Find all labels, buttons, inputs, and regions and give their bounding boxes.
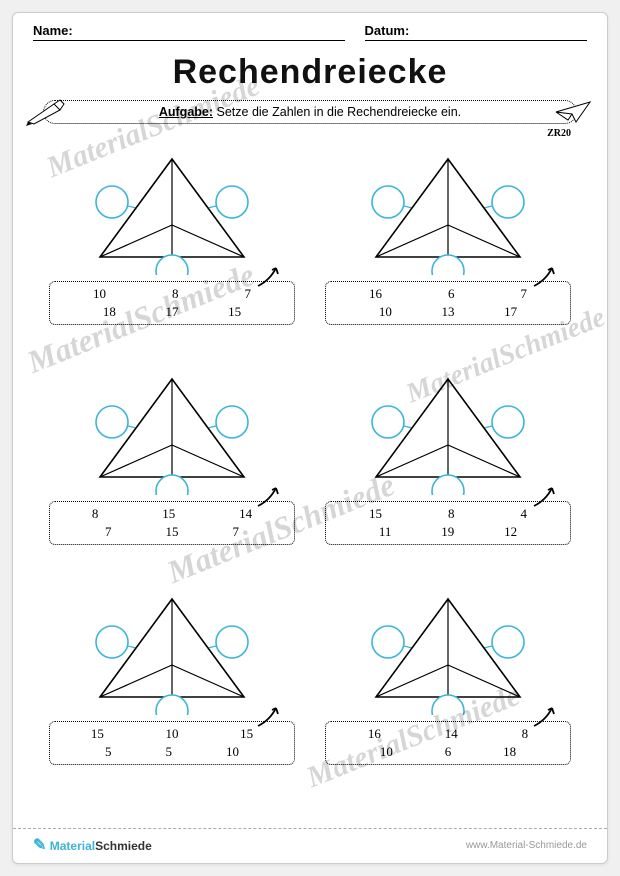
bank-number: 17 — [165, 304, 178, 320]
number-bank: 10 8 7 18 17 15 — [49, 281, 295, 325]
arrow-icon — [252, 262, 286, 290]
bank-number: 11 — [379, 524, 392, 540]
problem-cell: 16 6 7 10 13 17 — [315, 145, 581, 355]
bank-number: 13 — [441, 304, 454, 320]
bank-number: 14 — [445, 726, 458, 742]
arrow-icon — [528, 702, 562, 730]
header-row: Name: Datum: — [13, 13, 607, 47]
date-field[interactable]: Datum: — [365, 23, 588, 41]
calc-triangle — [328, 145, 568, 275]
arrow-icon — [252, 702, 286, 730]
bank-number: 15 — [228, 304, 241, 320]
page-title: Rechendreiecke — [13, 53, 607, 92]
number-bank: 15 8 4 11 19 12 — [325, 501, 571, 545]
bank-number: 6 — [445, 744, 452, 760]
calc-triangle — [52, 585, 292, 715]
bank-number: 7 — [233, 524, 240, 540]
problem-cell: 1614810618 — [315, 585, 581, 795]
brand-post: Schmiede — [95, 839, 152, 853]
bank-number: 17 — [504, 304, 517, 320]
paper-plane-icon — [554, 98, 594, 126]
task-label: Aufgabe: — [159, 105, 213, 119]
bank-number: 10 — [380, 744, 393, 760]
bank-number: 7 — [521, 286, 528, 302]
footer: ✎ MaterialSchmiede www.Material-Schmiede… — [13, 828, 607, 855]
bank-number: 15 — [369, 506, 382, 522]
bank-number: 14 — [239, 506, 252, 522]
calc-triangle — [52, 365, 292, 495]
calc-triangle — [328, 585, 568, 715]
bank-number: 8 — [448, 506, 455, 522]
bank-number: 12 — [504, 524, 517, 540]
problem-cell: 15 8 4 11 19 12 — [315, 365, 581, 575]
bank-number: 15 — [166, 524, 179, 540]
task-text: Setze die Zahlen in die Rechendreiecke e… — [217, 105, 462, 119]
number-bank: 1614810618 — [325, 721, 571, 765]
bank-number: 18 — [103, 304, 116, 320]
bank-number: 8 — [92, 506, 99, 522]
date-label: Datum: — [365, 23, 410, 38]
name-label: Name: — [33, 23, 73, 38]
bank-number: 16 — [368, 726, 381, 742]
bank-number: 7 — [245, 286, 252, 302]
bank-number: 4 — [521, 506, 528, 522]
footer-url: www.Material-Schmiede.de — [466, 840, 587, 851]
bank-number: 7 — [105, 524, 112, 540]
number-bank: 8 15 14 7 15 7 — [49, 501, 295, 545]
bank-number: 15 — [91, 726, 104, 742]
bank-number: 6 — [448, 286, 455, 302]
number-bank: 1510155510 — [49, 721, 295, 765]
problem-cell: 1510155510 — [39, 585, 305, 795]
bank-number: 10 — [379, 304, 392, 320]
bank-number: 10 — [165, 726, 178, 742]
task-bar: Aufgabe: Setze die Zahlen in die Rechend… — [43, 100, 577, 124]
arrow-icon — [528, 262, 562, 290]
arrow-icon — [252, 482, 286, 510]
worksheet-page: Name: Datum: Rechendreiecke Aufgabe: Set… — [12, 12, 608, 864]
problem-grid: 1087181715 1667101317 815147157 15841119… — [13, 139, 607, 801]
bank-number: 15 — [162, 506, 175, 522]
bank-number: 16 — [369, 286, 382, 302]
range-tag: ZR20 — [13, 128, 571, 139]
problem-cell: 8 15 14 7 15 7 — [39, 365, 305, 575]
arrow-icon — [528, 482, 562, 510]
bank-number: 5 — [166, 744, 173, 760]
name-field[interactable]: Name: — [33, 23, 345, 41]
number-bank: 16 6 7 10 13 17 — [325, 281, 571, 325]
bank-number: 5 — [105, 744, 112, 760]
calc-triangle — [328, 365, 568, 495]
bank-number: 19 — [441, 524, 454, 540]
bank-number: 8 — [172, 286, 179, 302]
bank-number: 10 — [226, 744, 239, 760]
pencil-icon — [26, 98, 66, 126]
bank-number: 10 — [93, 286, 106, 302]
problem-cell: 10 8 7 18 17 15 — [39, 145, 305, 355]
calc-triangle — [52, 145, 292, 275]
bank-number: 18 — [503, 744, 516, 760]
brand-logo: ✎ MaterialSchmiede — [33, 835, 152, 855]
brand-pre: Material — [50, 839, 95, 853]
